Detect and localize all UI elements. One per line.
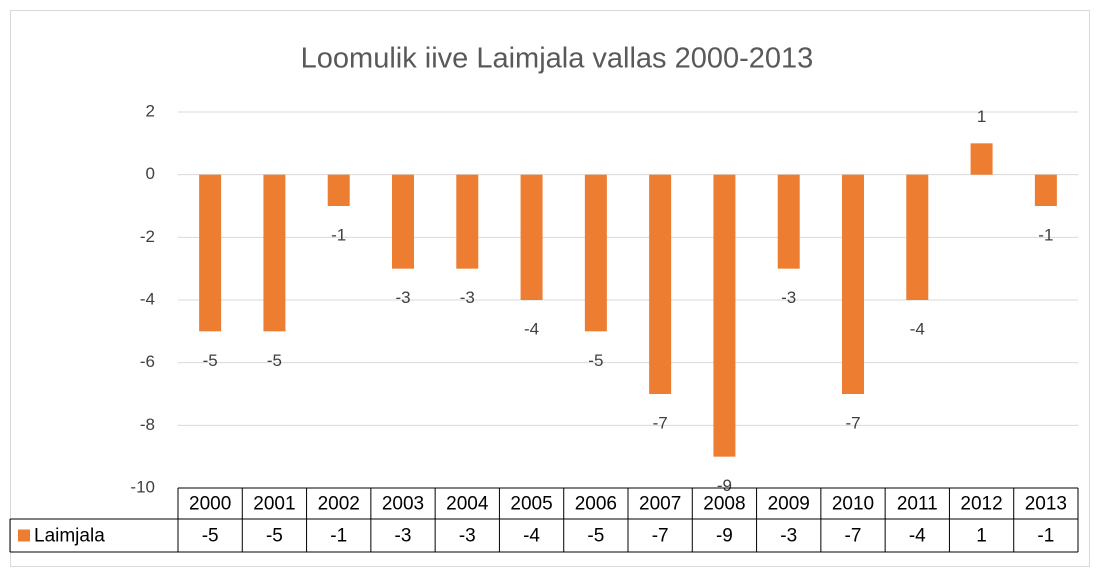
bar	[263, 174, 286, 332]
bar	[1034, 174, 1057, 206]
x-tick-label: 2006	[575, 494, 617, 515]
data-label: -1	[331, 225, 346, 244]
table-value: -1	[1037, 526, 1054, 547]
x-tick-label: 2012	[960, 494, 1002, 515]
data-label: -5	[203, 351, 218, 370]
y-tick-label: -8	[140, 415, 155, 434]
data-label: -7	[845, 413, 860, 432]
bar	[520, 174, 543, 300]
data-label: -4	[524, 319, 539, 338]
legend-swatch	[18, 529, 30, 542]
table-value: -5	[202, 526, 219, 547]
data-label: -4	[910, 319, 925, 338]
bar	[970, 143, 993, 175]
table-value: -7	[652, 526, 669, 547]
x-tick-label: 2000	[189, 494, 231, 515]
legend-label: Laimjala	[34, 526, 105, 547]
chart-title: Loomulik iive Laimjala vallas 2000-2013	[301, 43, 814, 75]
x-tick-label: 2002	[318, 494, 360, 515]
bar	[327, 174, 350, 206]
bar	[199, 174, 222, 332]
x-tick-label: 2007	[639, 494, 681, 515]
bar	[649, 174, 672, 394]
y-tick-label: 0	[146, 164, 155, 183]
table-value: -3	[395, 526, 412, 547]
bar	[392, 174, 414, 269]
data-label: -7	[653, 413, 668, 432]
data-label: -3	[460, 288, 475, 307]
table-value: -9	[716, 526, 733, 547]
x-tick-label: 2009	[768, 494, 810, 515]
data-label: -3	[781, 288, 796, 307]
x-tick-label: 2010	[832, 494, 874, 515]
table-value: 1	[976, 526, 987, 547]
bar	[906, 174, 929, 300]
table-value: -3	[459, 526, 476, 547]
table-value: -7	[845, 526, 862, 547]
table-value: -4	[909, 526, 926, 547]
bar	[713, 174, 736, 457]
x-tick-label: 2008	[703, 494, 745, 515]
bar	[456, 174, 479, 269]
x-tick-label: 2001	[253, 494, 295, 515]
y-tick-label: -2	[140, 227, 155, 246]
bar	[777, 174, 800, 269]
table-value: -1	[330, 526, 347, 547]
data-label: -1	[1038, 225, 1053, 244]
x-tick-label: 2011	[897, 494, 938, 515]
table-value: -3	[780, 526, 797, 547]
data-label: -9	[717, 476, 732, 495]
bar	[842, 174, 864, 394]
bar	[584, 174, 607, 332]
table-value: -5	[587, 526, 604, 547]
table-value: -4	[523, 526, 540, 547]
x-tick-label: 2003	[382, 494, 424, 515]
y-tick-label: -10	[130, 477, 155, 496]
x-tick-label: 2013	[1025, 494, 1067, 515]
y-tick-label: -4	[140, 289, 155, 308]
data-label: -5	[267, 351, 282, 370]
data-label: -3	[395, 288, 410, 307]
data-label: -5	[588, 351, 603, 370]
x-tick-label: 2004	[446, 494, 489, 515]
table-value: -5	[266, 526, 283, 547]
data-label: 1	[977, 107, 986, 126]
x-tick-label: 2005	[510, 494, 552, 515]
y-tick-label: 2	[146, 101, 155, 120]
y-tick-label: -6	[140, 352, 155, 371]
